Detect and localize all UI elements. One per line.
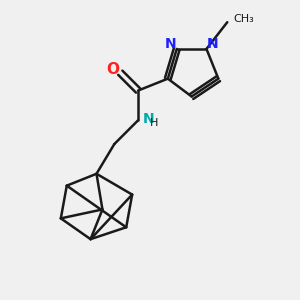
Text: CH₃: CH₃ [233, 14, 254, 24]
Text: N: N [142, 112, 154, 126]
Text: O: O [106, 62, 119, 77]
Text: N: N [207, 38, 218, 52]
Text: H: H [150, 118, 159, 128]
Text: N: N [165, 38, 177, 52]
